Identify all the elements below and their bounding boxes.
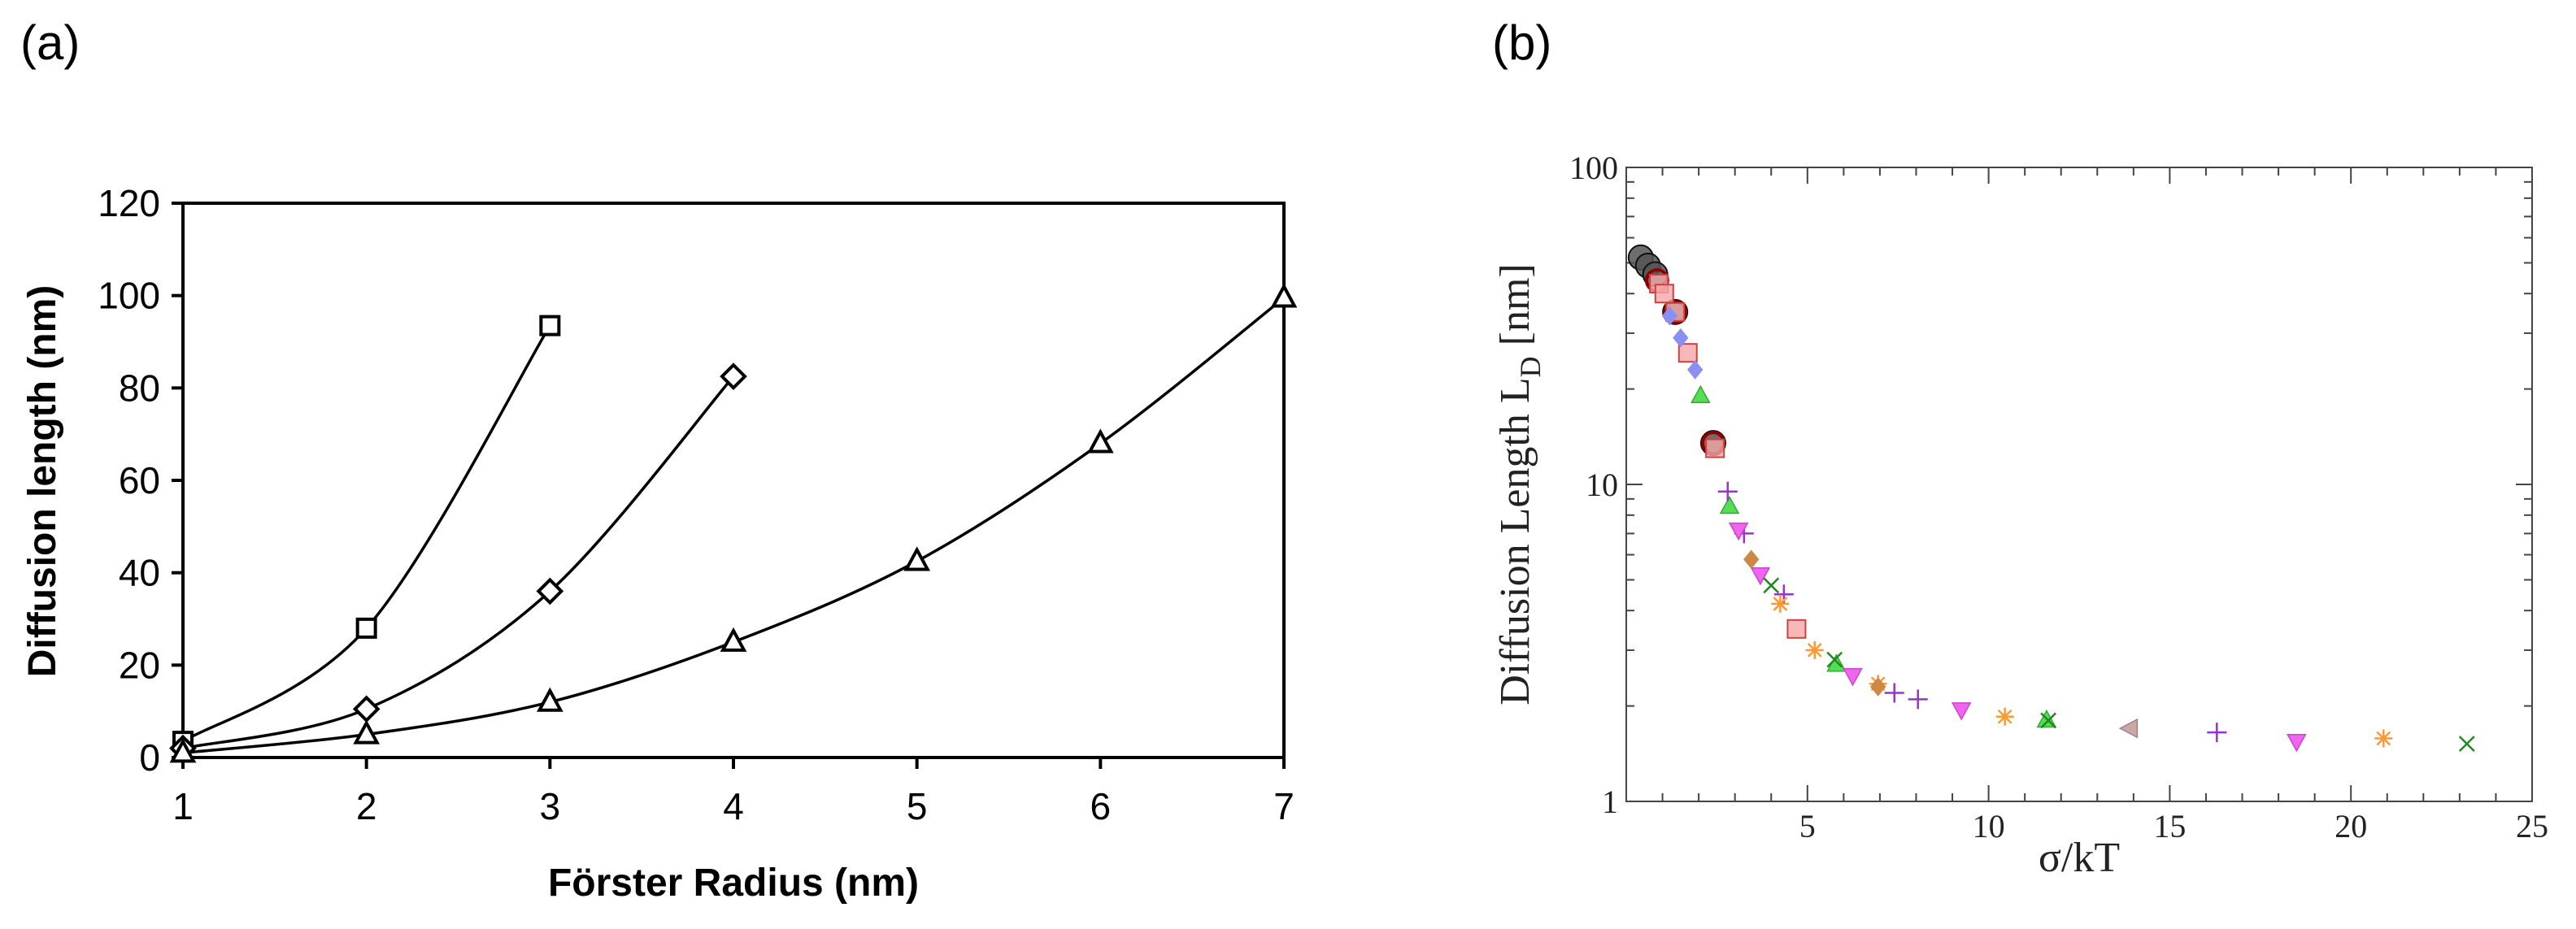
chart-a-point-triangle — [1270, 283, 1298, 308]
chart-a-series-triangle — [169, 283, 1298, 763]
chart-a-point-triangle — [720, 627, 747, 652]
chart-b-point-plus — [1717, 481, 1738, 501]
chart-b-y-tick-label: 1 — [1602, 784, 1618, 820]
chart-b-point-triangle — [1690, 384, 1711, 404]
chart-b-y-tick-label: 100 — [1569, 150, 1618, 186]
chart-a-x-tick-label: 7 — [1273, 785, 1295, 827]
chart-b-y-axis-title-unit: [nm] — [1492, 263, 1538, 345]
chart-b-point-diamond-filled — [1870, 677, 1886, 697]
chart-a-point-triangle — [1086, 428, 1114, 454]
chart-b-point-asterisk — [1995, 707, 2014, 726]
chart-a-series — [169, 283, 1298, 763]
chart-b-point-triangle — [1719, 495, 1740, 514]
chart-a-series-diamond — [169, 362, 747, 762]
chart-b-series-diamond — [1661, 306, 1704, 380]
chart-b-series-circle — [1627, 244, 1726, 457]
chart-a-y-tick-label: 0 — [139, 736, 160, 779]
chart-b-point-diamond — [1661, 306, 1678, 326]
chart-a-x-ticks: 1 2 3 4 5 6 7 — [172, 758, 1295, 827]
chart-a: 0 20 40 60 80 100 120 1 2 3 4 5 6 7 Förster Radius (… — [21, 182, 1298, 905]
chart-a-y-ticks: 0 20 40 60 80 100 120 — [98, 182, 183, 779]
chart-b-series-triangle-down — [1728, 522, 2307, 753]
chart-a-x-tick-label: 2 — [356, 785, 377, 827]
chart-b-point-x — [1826, 651, 1843, 668]
chart-a-point-triangle — [536, 687, 564, 712]
chart-b-x-tick-label: 10 — [1973, 808, 2005, 844]
chart-b-point-asterisk — [2374, 729, 2393, 748]
chart-a-x-axis-title: Förster Radius (nm) — [548, 862, 919, 905]
chart-b-point-plus — [2207, 723, 2227, 743]
chart-a-x-tick-label: 1 — [172, 785, 194, 827]
chart-b: 1 10 100 5 10 15 20 25 σ/kT Diffusion Length L… — [1492, 150, 2548, 881]
chart-a-y-tick-label: 100 — [98, 275, 160, 317]
chart-b-y-tick-label: 10 — [1586, 467, 1618, 503]
panel-a-label: (a) — [20, 15, 80, 70]
chart-b-point-square — [1705, 438, 1725, 458]
chart-a-point-diamond — [720, 362, 747, 390]
chart-b-point-x — [2458, 736, 2475, 752]
chart-b-series-plus — [1717, 481, 2227, 743]
chart-b-y-axis-title: Diffusion Length LD [nm] — [1492, 263, 1547, 705]
chart-b-point-plus — [1908, 689, 1928, 710]
chart-b-point-diamond-filled — [1743, 549, 1760, 570]
chart-b-plot-frame — [1625, 167, 2533, 802]
chart-b-y-axis-title-main: Diffusion Length L — [1492, 377, 1538, 705]
chart-b-point-asterisk — [1805, 640, 1824, 659]
chart-a-y-axis-title: Diffusion length (nm) — [21, 285, 64, 678]
chart-b-point-square — [1654, 284, 1674, 304]
chart-b-point-triangle-down — [2287, 734, 2307, 753]
chart-b-series-asterisk — [1771, 594, 2393, 748]
chart-a-y-tick-label: 120 — [98, 182, 160, 224]
chart-b-y-axis-title-space — [1492, 345, 1538, 356]
chart-b-point-asterisk — [1771, 594, 1790, 613]
chart-a-y-tick-label: 80 — [119, 367, 160, 409]
chart-b-x-tick-label: 25 — [2516, 808, 2548, 844]
chart-b-point-diamond — [1673, 328, 1689, 348]
chart-b-series-diamond-filled — [1743, 549, 1886, 697]
chart-a-point-square — [355, 617, 377, 639]
chart-b-y-ticks: 1 10 100 — [1569, 150, 2532, 820]
chart-b-x-ticks: 5 10 15 20 25 — [1661, 167, 2548, 844]
chart-b-x-axis-title: σ/kT — [2039, 835, 2120, 881]
chart-a-point-square — [539, 315, 561, 336]
chart-b-point-triangle-down — [1951, 702, 1972, 721]
chart-b-x-tick-label: 15 — [2153, 808, 2186, 844]
chart-a-point-triangle — [903, 546, 931, 571]
chart-b-x-tick-label: 20 — [2334, 808, 2367, 844]
chart-a-point-diamond — [352, 695, 381, 723]
chart-b-series-triangle-left — [2118, 718, 2139, 739]
chart-b-y-axis-title-subscript: D — [1514, 356, 1547, 377]
chart-a-x-tick-label: 3 — [540, 785, 561, 827]
chart-b-point-diamond — [1687, 360, 1704, 380]
chart-a-point-triangle — [169, 738, 197, 763]
chart-b-point-circle-open — [1663, 299, 1688, 324]
chart-a-curve — [182, 324, 551, 743]
chart-a-series-square — [172, 315, 561, 753]
chart-a-y-tick-label: 40 — [119, 552, 160, 594]
chart-b-point-triangle-down — [1728, 522, 1749, 541]
chart-a-x-tick-label: 6 — [1090, 785, 1112, 827]
chart-a-plot-frame — [181, 202, 1286, 759]
chart-b-series-x — [1763, 577, 2475, 752]
chart-a-curve — [182, 375, 735, 750]
chart-a-x-tick-label: 5 — [907, 785, 928, 827]
chart-b-series — [1627, 244, 2475, 753]
chart-a-point-triangle — [353, 719, 381, 745]
chart-b-x-tick-label: 5 — [1799, 808, 1816, 844]
chart-a-y-tick-label: 60 — [119, 459, 160, 501]
chart-a-y-tick-label: 20 — [119, 644, 160, 686]
chart-b-series-square — [1649, 273, 1807, 639]
chart-b-point-triangle-left — [2118, 718, 2139, 739]
panel-b-label: (b) — [1492, 15, 1551, 70]
chart-b-point-square — [1677, 343, 1698, 363]
chart-b-point-triangle-down — [1843, 668, 1863, 687]
chart-b-point-x — [1763, 577, 1780, 594]
chart-b-point-square — [1786, 619, 1807, 639]
chart-b-point-x — [2040, 712, 2057, 729]
chart-a-point-diamond — [536, 577, 564, 606]
chart-a-x-tick-label: 4 — [723, 785, 744, 827]
chart-b-point-triangle-down — [1750, 567, 1771, 586]
chart-b-point-plus — [1884, 683, 1904, 703]
